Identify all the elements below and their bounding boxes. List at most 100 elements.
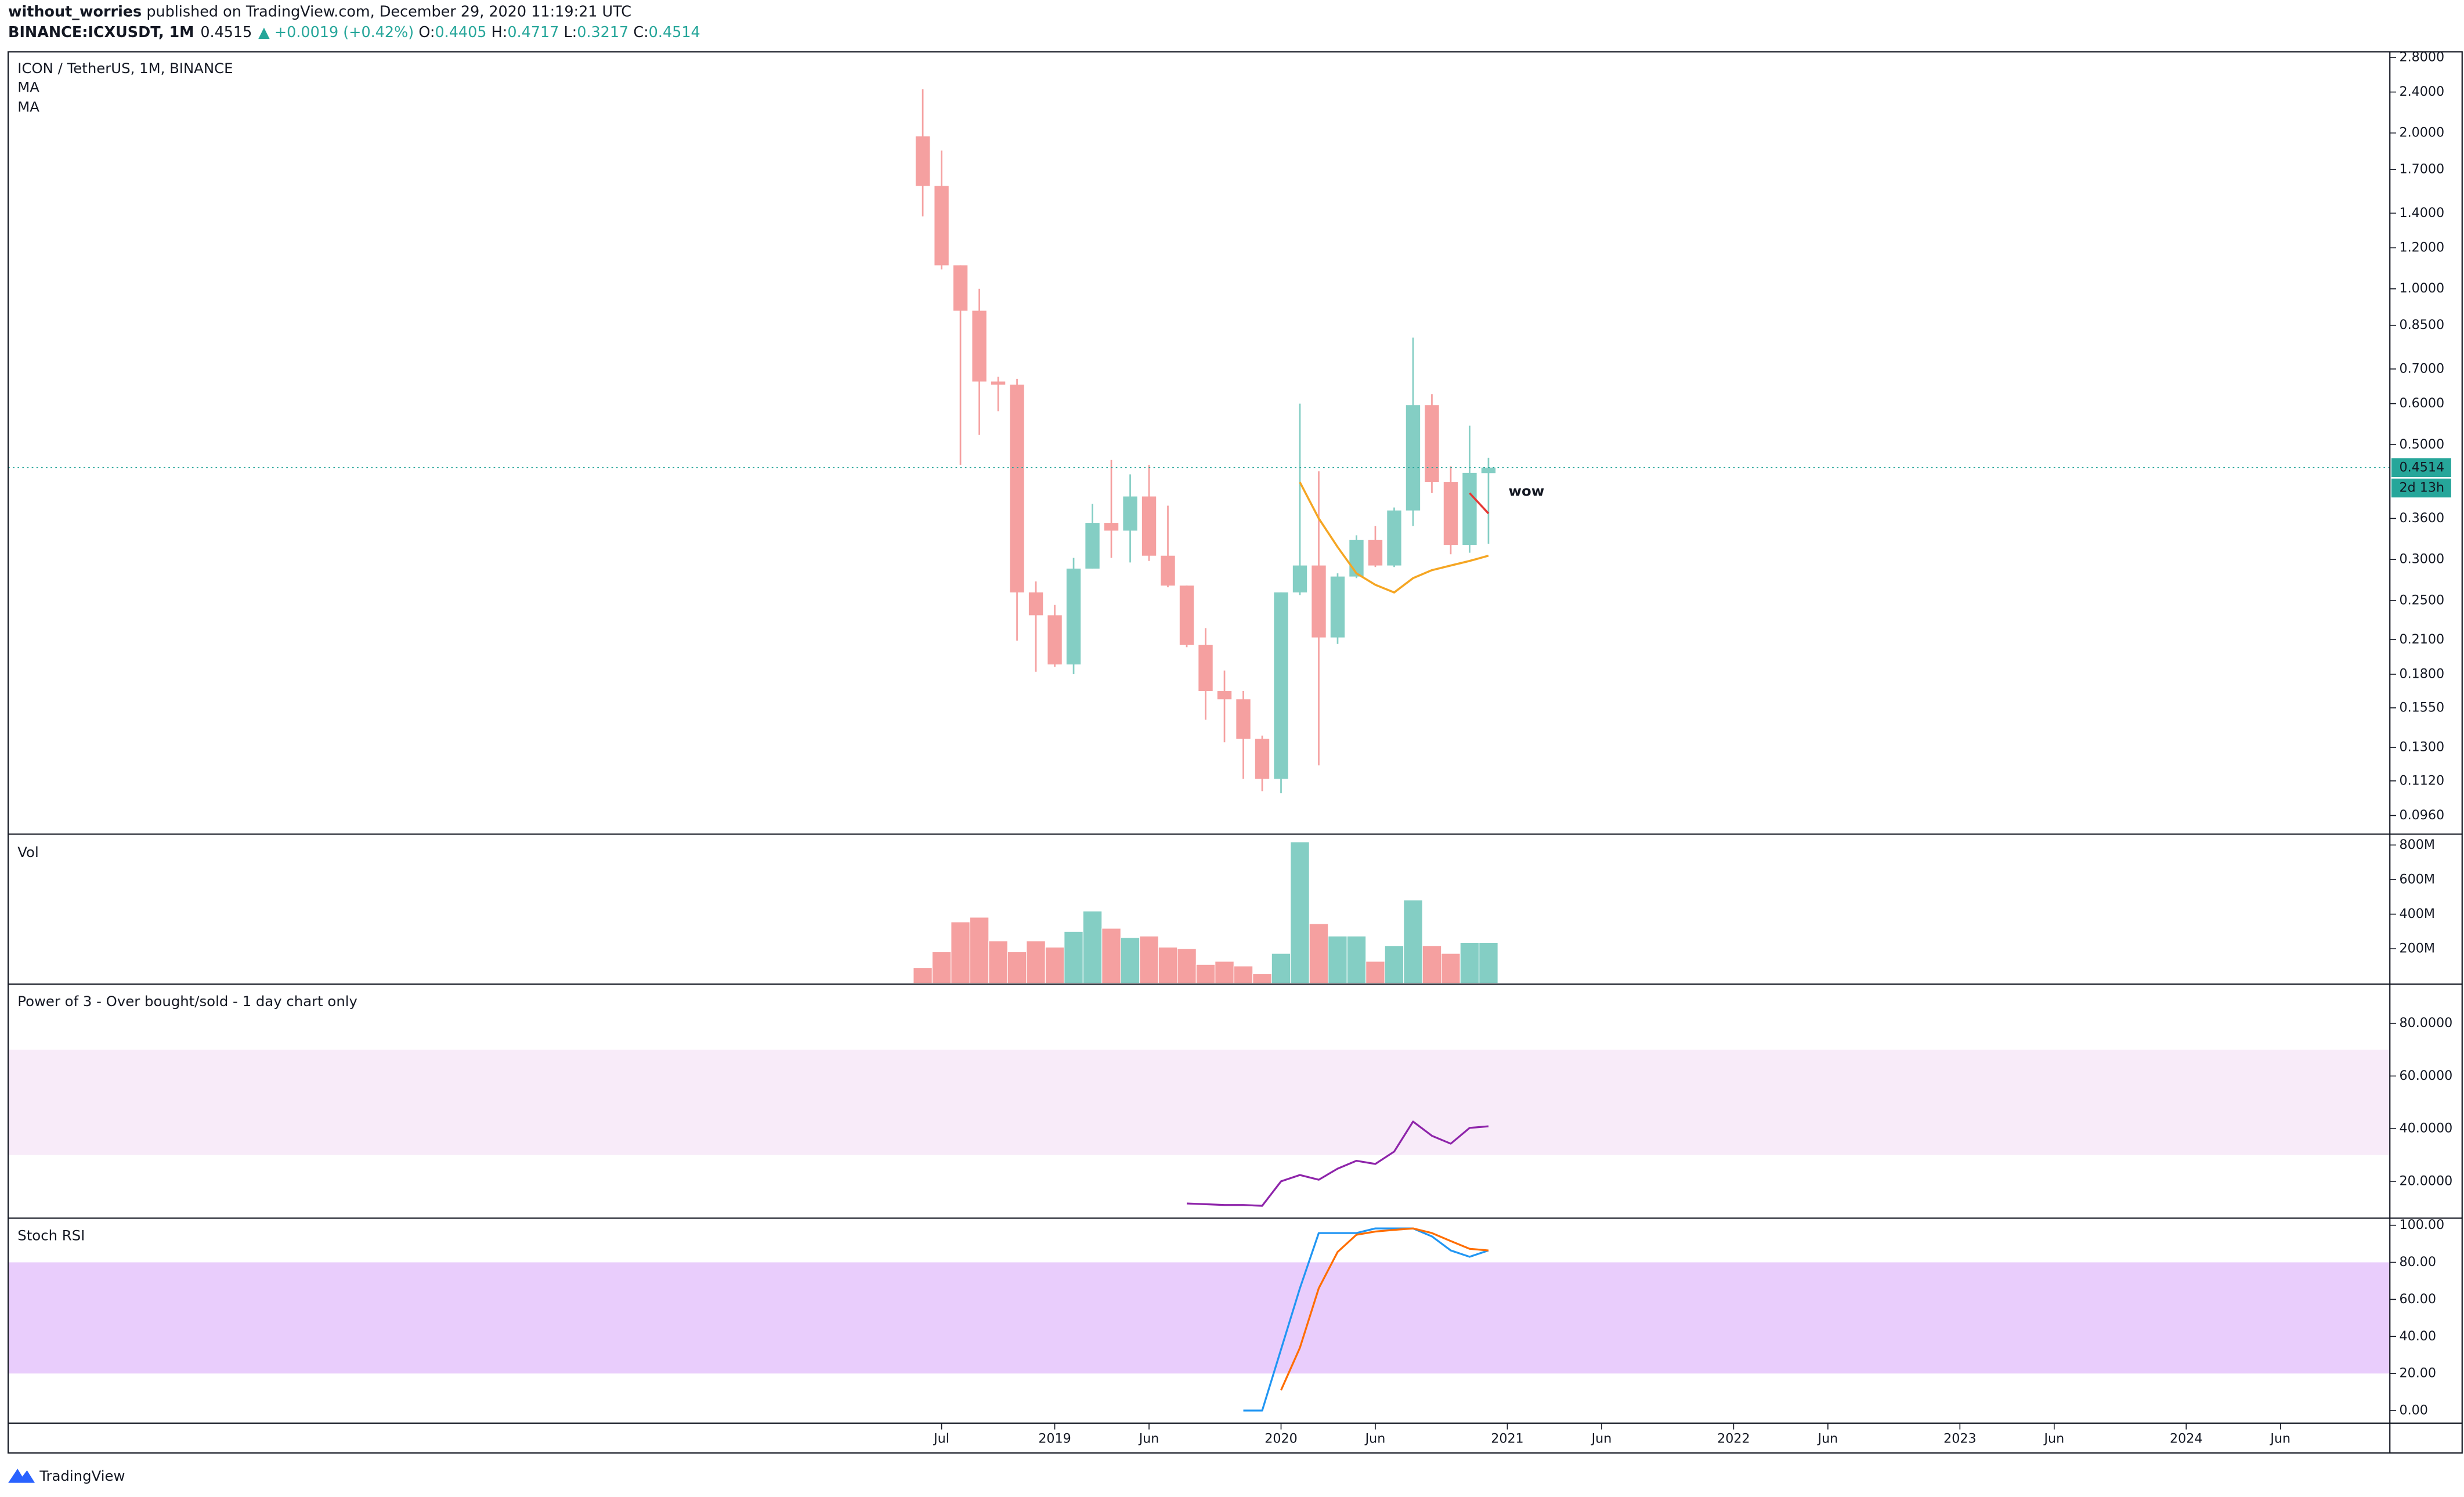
y-tick-label: 800M <box>2399 837 2435 852</box>
x-tick-label: Jun <box>2269 1431 2290 1446</box>
candle-body <box>991 381 1006 385</box>
candle-body <box>1349 540 1364 577</box>
countdown-label: 2d 13h <box>2399 480 2444 496</box>
last-price: 0.4515 <box>200 23 252 41</box>
volume-bar <box>913 967 933 984</box>
logo-icon <box>8 1469 35 1483</box>
volume-bar <box>1459 942 1480 984</box>
y-tick-label: 80.00 <box>2399 1254 2436 1270</box>
ohlc-label: H: <box>492 23 508 41</box>
pane-title: ICON / TetherUS, 1M, BINANCE <box>17 60 233 77</box>
candle-body <box>1028 592 1043 616</box>
countdown-box <box>2391 478 2451 498</box>
volume-bar <box>969 917 989 984</box>
series-line <box>1469 492 1490 515</box>
volume-bar <box>1064 931 1083 984</box>
candle-body <box>1161 555 1175 586</box>
y-tick-label: 200M <box>2399 941 2435 956</box>
x-tick-label: Jun <box>1138 1431 1159 1446</box>
x-tick-label: Jun <box>1591 1431 1612 1446</box>
candle-body <box>1236 699 1251 739</box>
x-tick-label: Jun <box>1817 1431 1838 1446</box>
candle-body <box>1462 472 1477 545</box>
candle-body <box>1085 523 1100 569</box>
pane-title: Power of 3 - Over bought/sold - 1 day ch… <box>17 993 357 1010</box>
candle-body <box>915 136 930 186</box>
y-tick-label: 600M <box>2399 872 2435 887</box>
last-price-box <box>2391 458 2451 478</box>
y-tick-label: 60.0000 <box>2399 1068 2452 1083</box>
candle-body <box>1292 565 1307 593</box>
ohlc-label: L: <box>563 23 577 41</box>
candle-body <box>953 265 968 311</box>
candle-body <box>934 186 949 266</box>
candle-body <box>1217 691 1232 700</box>
candle-body <box>972 310 987 382</box>
volume-bar <box>1195 964 1216 984</box>
legend-entry: MA <box>17 79 39 96</box>
y-tick-label: 0.2100 <box>2399 632 2444 647</box>
candle-body <box>1104 523 1119 531</box>
ohlc-value: 0.4405 <box>435 23 486 41</box>
y-tick-label: 0.00 <box>2399 1403 2427 1418</box>
pane-title: Vol <box>17 844 38 860</box>
y-tick-label: 0.5000 <box>2399 437 2444 452</box>
pane-title: Stoch RSI <box>17 1227 85 1244</box>
band <box>8 1050 2390 1155</box>
y-tick-label: 0.0960 <box>2399 808 2444 823</box>
ohlc-label: O: <box>418 23 435 41</box>
candle-body <box>1481 467 1496 473</box>
y-tick-label: 100.00 <box>2399 1217 2444 1232</box>
y-tick-label: 1.2000 <box>2399 240 2444 255</box>
candle-body <box>1198 645 1213 692</box>
series-line <box>1280 1227 1489 1391</box>
candle-body <box>1368 540 1383 566</box>
volume-bar <box>1007 951 1027 984</box>
candle-body <box>1330 576 1345 638</box>
candle-body <box>1179 585 1194 645</box>
volume-bar <box>1309 923 1329 984</box>
y-tick-label: 0.7000 <box>2399 361 2444 376</box>
volume-bar <box>1233 966 1253 984</box>
ohlc-value: 0.4514 <box>649 23 700 41</box>
candle-body <box>1312 565 1326 638</box>
volume-bar <box>1422 945 1442 984</box>
volume-bar <box>1328 935 1347 984</box>
volume-bar <box>1215 961 1234 984</box>
candle-body <box>1066 568 1081 665</box>
change: ▲ +0.0019 (+0.42%) <box>258 23 414 41</box>
y-tick-label: 40.0000 <box>2399 1121 2452 1136</box>
volume-bar <box>1290 841 1310 984</box>
y-tick-label: 1.4000 <box>2399 205 2444 220</box>
y-tick-label: 400M <box>2399 906 2435 921</box>
x-tick-label: 2023 <box>1943 1431 1976 1446</box>
volume-bar <box>1365 961 1385 984</box>
volume-bar <box>1120 937 1140 984</box>
volume-bar <box>1082 910 1103 984</box>
header-line-2: BINANCE:ICXUSDT, 1M 0.4515 ▲ +0.0019 (+0.4… <box>8 23 700 41</box>
frame <box>7 51 2463 1454</box>
volume-bar <box>1045 946 1065 984</box>
series-line <box>1186 1120 1489 1207</box>
ohlc-value: 0.4717 <box>507 23 559 41</box>
candle-body <box>1406 405 1421 511</box>
x-tick-label: 2024 <box>2170 1431 2202 1446</box>
x-tick-label: Jun <box>1364 1431 1386 1446</box>
ohlc-label: C: <box>633 23 648 41</box>
ohlc-value: 0.3217 <box>577 23 628 41</box>
y-tick-label: 0.6000 <box>2399 396 2444 411</box>
y-tick-label: 40.00 <box>2399 1329 2436 1344</box>
candle-body <box>1425 405 1439 483</box>
candle-body <box>1047 615 1062 665</box>
y-tick-label: 80.0000 <box>2399 1015 2452 1030</box>
tradingview-logo: TradingView <box>8 1467 125 1484</box>
x-tick-label: 2021 <box>1491 1431 1523 1446</box>
x-tick-label: Jun <box>2043 1431 2064 1446</box>
volume-bar <box>1346 935 1367 984</box>
y-tick-label: 0.2500 <box>2399 592 2444 608</box>
volume-bar <box>1479 942 1498 984</box>
volume-bar <box>1384 945 1404 984</box>
annotation: wow <box>1508 482 1544 499</box>
x-tick-label: 2019 <box>1038 1431 1071 1446</box>
y-tick-label: 20.00 <box>2399 1366 2436 1381</box>
